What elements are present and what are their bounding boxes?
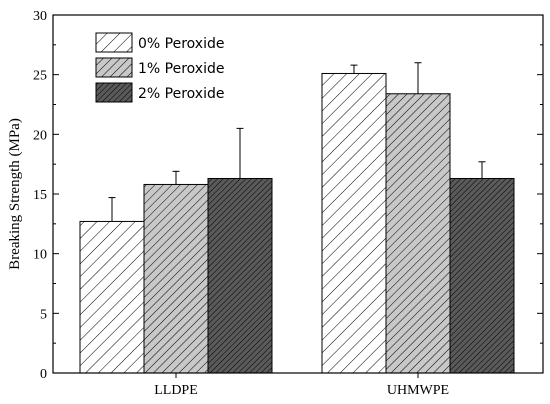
- y-tick-label: 20: [33, 128, 47, 143]
- y-tick-label: 0: [40, 367, 47, 382]
- y-tick-label: 10: [33, 248, 47, 263]
- x-tick-label-uhmwpe: UHMWPE: [387, 383, 449, 398]
- y-tick-label: 15: [33, 188, 47, 203]
- axes-layer: 0 5 10 15 20 25 30 LLDPE UHMWPE: [33, 9, 544, 398]
- legend-swatch-series-0: [95, 32, 133, 53]
- bar-lldpe-series-1: [143, 183, 209, 374]
- bar-lldpe-series-2: [207, 177, 273, 374]
- bar-uhmwpe-series-0: [321, 72, 387, 374]
- y-tick-label: 25: [33, 69, 47, 84]
- y-tick-label: 30: [33, 9, 47, 24]
- bar-lldpe-series-0: [79, 220, 145, 374]
- legend-label-series-1: 1% Peroxide: [138, 61, 224, 77]
- legend-label-series-0: 0% Peroxide: [138, 36, 224, 52]
- bar-uhmwpe-series-2: [449, 177, 515, 374]
- legend: 0% Peroxide 1% Peroxide 2% Peroxide: [95, 32, 224, 103]
- bar-uhmwpe-series-1: [385, 93, 451, 374]
- y-axis-title: Breaking Strength (MPa): [7, 118, 23, 270]
- bars-layer: [79, 62, 515, 374]
- legend-label-series-2: 2% Peroxide: [138, 86, 224, 102]
- legend-swatch-series-2: [95, 82, 133, 103]
- legend-swatch-series-1: [95, 57, 133, 78]
- y-tick-label: 5: [40, 307, 47, 322]
- x-tick-label-lldpe: LLDPE: [154, 383, 198, 398]
